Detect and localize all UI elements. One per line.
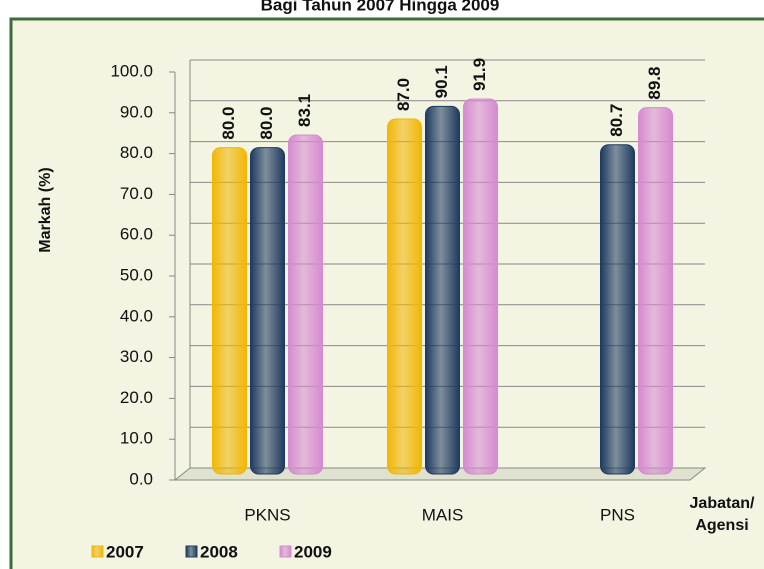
- chart-title: Bagi Tahun 2007 Hingga 2009: [261, 0, 500, 14]
- value-label: 80.7: [607, 104, 626, 137]
- value-label: 91.9: [470, 58, 489, 91]
- y-tick-label: 80.0: [120, 143, 153, 162]
- x-tick-label: PKNS: [244, 505, 290, 524]
- y-tick-label: 100.0: [110, 61, 153, 80]
- legend-label: 2009: [294, 542, 332, 561]
- x-tick-label: PNS: [600, 505, 635, 524]
- legend-swatch: [91, 545, 104, 558]
- bar: [250, 147, 285, 475]
- bar: [638, 107, 673, 475]
- value-label: 90.1: [432, 65, 451, 98]
- bar: [288, 134, 323, 475]
- bar: [600, 144, 635, 475]
- bar: [387, 118, 422, 475]
- y-tick-label: 70.0: [120, 184, 153, 203]
- y-tick-label: 40.0: [120, 306, 153, 325]
- legend-swatch: [279, 545, 292, 558]
- legend-label: 2007: [106, 542, 144, 561]
- value-label: 89.8: [645, 67, 664, 100]
- y-axis-label: Markah (%): [37, 167, 54, 252]
- x-axis-label: Agensi: [695, 517, 748, 534]
- value-label: 80.0: [257, 107, 276, 140]
- legend-label: 2008: [200, 542, 238, 561]
- x-tick-label: MAIS: [422, 505, 464, 524]
- value-label: 87.0: [394, 78, 413, 111]
- y-tick-label: 10.0: [120, 429, 153, 448]
- y-tick-label: 30.0: [120, 347, 153, 366]
- y-tick-label: 90.0: [120, 102, 153, 121]
- y-tick-label: 50.0: [120, 265, 153, 284]
- x-axis-label: Jabatan/: [690, 495, 755, 512]
- bar: [463, 98, 498, 475]
- legend-swatch: [185, 545, 198, 558]
- bar: [425, 105, 460, 475]
- value-label: 80.0: [219, 107, 238, 140]
- y-tick-label: 0.0: [129, 469, 153, 488]
- y-tick-label: 20.0: [120, 388, 153, 407]
- bar: [212, 147, 247, 475]
- value-label: 83.1: [295, 94, 314, 127]
- y-tick-label: 60.0: [120, 225, 153, 244]
